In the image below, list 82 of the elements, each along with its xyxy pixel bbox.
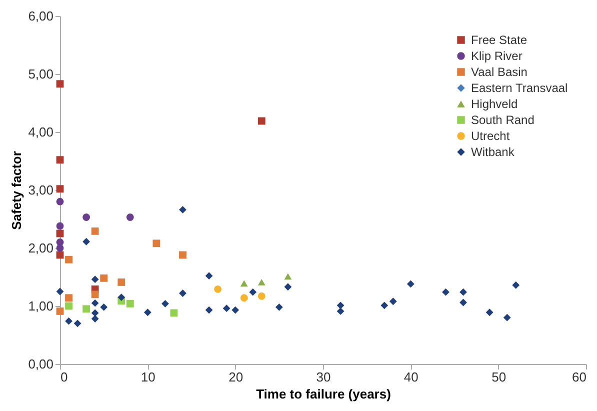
point	[56, 222, 64, 230]
x-tick-label: 10	[140, 370, 156, 384]
y-tick-label: 6,00	[28, 8, 54, 24]
point	[249, 288, 257, 296]
point	[56, 80, 64, 88]
x-tick-label: 20	[228, 370, 244, 384]
point	[222, 304, 230, 312]
legend-label: Witbank	[471, 145, 516, 159]
point	[144, 308, 152, 316]
point	[214, 285, 222, 293]
x-tick-label: 0	[60, 370, 68, 384]
point	[205, 306, 213, 314]
point	[258, 117, 266, 125]
point	[486, 308, 494, 316]
point	[512, 281, 520, 289]
point	[240, 280, 248, 287]
legend-label: Highveld	[471, 97, 518, 111]
point	[240, 294, 248, 302]
legend-label: Eastern Transvaal	[471, 81, 568, 95]
y-tick-label: 3,00	[28, 182, 54, 198]
point	[389, 298, 397, 306]
point	[74, 320, 82, 328]
point	[179, 290, 186, 297]
point	[82, 238, 90, 246]
legend-label: Vaal Basin	[471, 65, 528, 79]
point	[91, 276, 99, 284]
point	[56, 288, 64, 296]
y-tick-label: 5,00	[28, 66, 54, 82]
y-tick-label: 4,00	[28, 124, 54, 140]
point	[126, 300, 134, 308]
x-tick-label: 60	[572, 370, 586, 384]
point	[118, 278, 126, 286]
point	[336, 302, 344, 310]
point	[65, 317, 72, 325]
point	[56, 244, 64, 252]
point	[91, 290, 99, 298]
point	[284, 273, 292, 280]
point	[91, 309, 99, 317]
point	[91, 299, 99, 307]
point	[56, 198, 64, 206]
y-axis-title: Safety factor	[9, 151, 24, 230]
point	[82, 214, 90, 221]
point	[336, 308, 344, 315]
legend-label: South Rand	[471, 113, 534, 127]
point	[82, 305, 90, 313]
point	[91, 315, 99, 322]
point	[65, 302, 72, 310]
point	[56, 308, 64, 315]
y-tick-label: 1,00	[28, 298, 54, 314]
point	[179, 206, 186, 214]
point	[442, 288, 450, 296]
point	[284, 283, 292, 291]
point	[100, 274, 108, 282]
point	[118, 294, 126, 302]
point	[460, 288, 467, 296]
legend-label: Free State	[471, 33, 528, 47]
point	[205, 272, 213, 280]
legend-label: Utrecht	[471, 129, 510, 143]
point	[100, 303, 108, 311]
point	[258, 292, 266, 300]
point	[91, 227, 99, 235]
point	[380, 302, 388, 310]
point	[232, 306, 240, 314]
point	[258, 279, 266, 286]
point	[503, 314, 511, 322]
point	[56, 156, 64, 164]
y-tick-label: 0,00	[28, 356, 54, 372]
x-tick-label: 50	[492, 370, 506, 384]
point	[161, 300, 169, 308]
legend-label: Klip River	[471, 49, 522, 63]
x-tick-label: 30	[316, 370, 331, 384]
point	[65, 256, 72, 264]
x-tick-label: 40	[404, 370, 418, 384]
point	[126, 214, 134, 221]
y-tick-label: 2,00	[28, 240, 54, 256]
point	[275, 303, 283, 311]
point	[406, 280, 414, 288]
point	[152, 240, 160, 248]
point	[56, 185, 64, 193]
point	[65, 294, 72, 302]
x-axis-title: Time to failure (years)	[256, 386, 391, 402]
point	[179, 251, 186, 259]
